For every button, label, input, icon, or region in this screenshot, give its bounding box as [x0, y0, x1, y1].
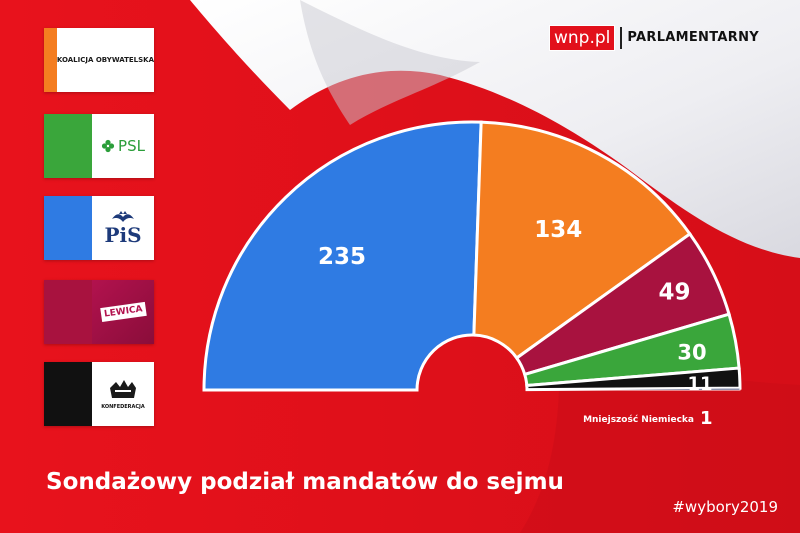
page-title: Sondażowy podział mandatów do sejmu	[46, 469, 564, 495]
minority-annotation-value: 1	[700, 408, 713, 429]
seat-slice-koalicja-obywatelska	[472, 120, 692, 361]
legend-swatch	[44, 114, 92, 178]
legend-label: PiS	[104, 223, 142, 247]
legend-lewica: LEWICA	[44, 280, 154, 344]
pis-eagle-logo: PiS	[92, 196, 154, 260]
legend-swatch	[44, 196, 92, 260]
legend-label: KOALICJA OBYWATELSKA	[56, 56, 154, 64]
hashtag: #wybory2019	[672, 498, 778, 516]
crown-icon	[109, 380, 136, 398]
eagle-icon	[112, 211, 134, 222]
seat-count-label: 49	[659, 279, 691, 305]
seat-slice-mniejszo-niemiecka	[526, 387, 741, 391]
seat-count-label: 235	[318, 244, 366, 270]
koalicja-obywatelska-logo: KOALICJA OBYWATELSKA	[56, 28, 154, 92]
legend-swatch	[44, 362, 92, 426]
brand-name: wnp.pl	[549, 24, 616, 51]
legend-swatch	[44, 280, 92, 344]
seat-count-label: 30	[677, 341, 706, 365]
legend-konfederacja: KONFEDERACJA	[44, 362, 154, 426]
legend-koalicja-obywatelska: KOALICJA OBYWATELSKA	[44, 28, 154, 92]
legend-label: PSL	[118, 137, 145, 155]
legend-psl: PSL	[44, 114, 154, 178]
clover-icon	[101, 139, 115, 153]
legend-pis: PiS	[44, 196, 154, 260]
konfederacja-crown-logo: KONFEDERACJA	[92, 362, 154, 426]
brand-section: PARLAMENTARNY	[627, 30, 759, 45]
lewica-logo: LEWICA	[92, 280, 154, 344]
legend-swatch	[44, 28, 57, 92]
psl-clover-logo: PSL	[92, 114, 154, 178]
seat-count-label: 11	[687, 373, 712, 394]
seat-count-label: 134	[534, 217, 582, 243]
brand-logo: wnp.pl PARLAMENTARNY	[549, 24, 759, 51]
brand-divider	[620, 26, 623, 49]
legend-label: KONFEDERACJA	[101, 404, 145, 410]
seat-slice-pis	[202, 120, 483, 392]
minority-annotation-label: Mniejszość Niemiecka	[583, 414, 694, 425]
